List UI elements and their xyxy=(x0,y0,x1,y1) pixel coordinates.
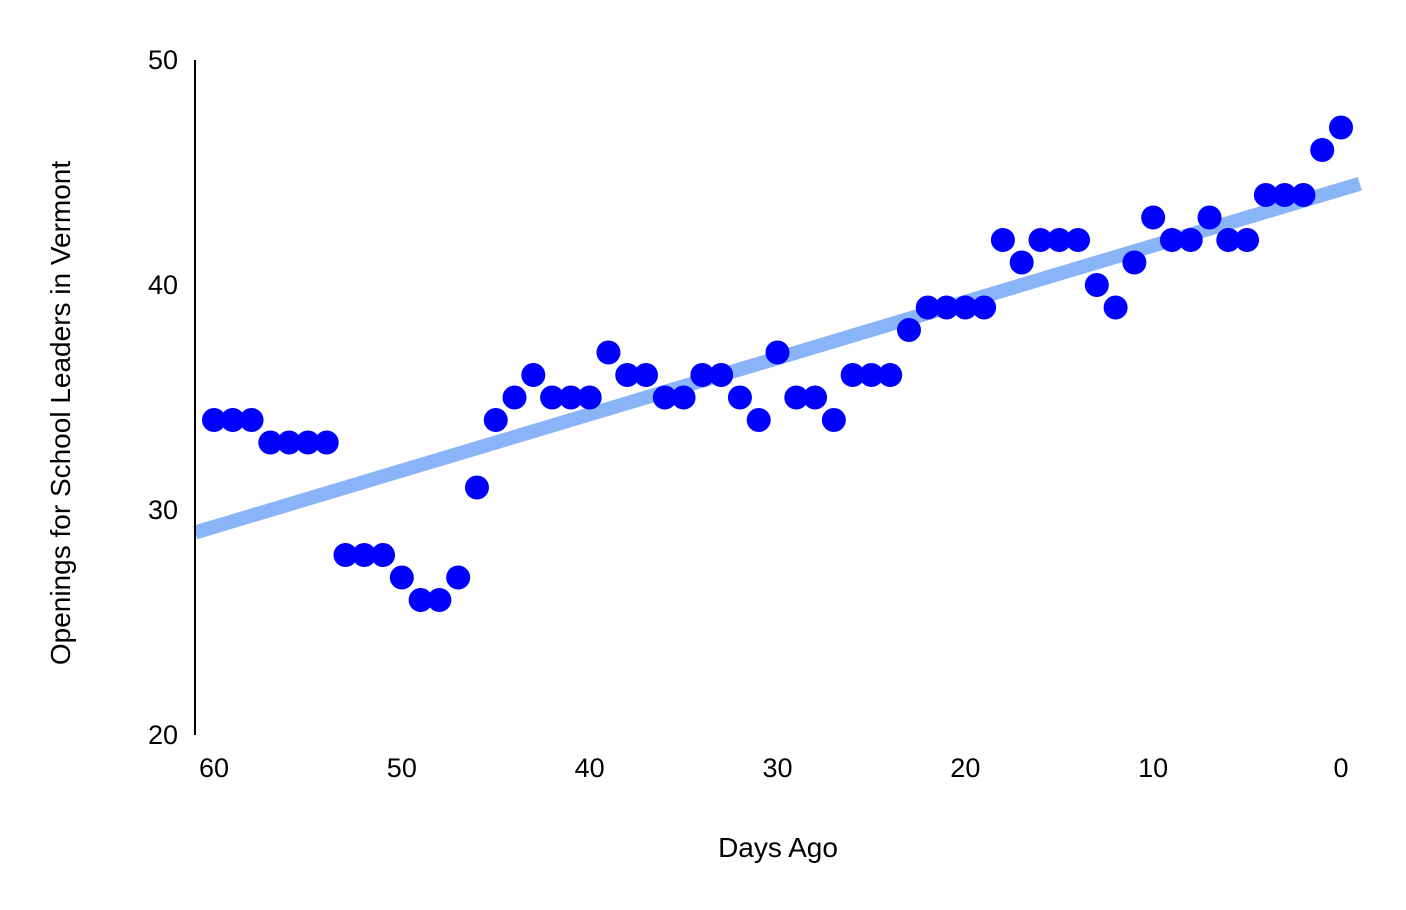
data-point xyxy=(727,385,752,410)
data-point xyxy=(314,430,339,455)
data-point xyxy=(1310,138,1335,162)
data-point xyxy=(1291,183,1316,207)
data-point xyxy=(840,363,865,387)
data-point xyxy=(615,363,640,387)
data-point xyxy=(1329,115,1353,140)
points-layer xyxy=(202,115,1353,612)
data-point xyxy=(521,363,546,387)
data-point xyxy=(202,408,226,432)
data-point xyxy=(859,363,884,387)
y-tick-label: 50 xyxy=(148,45,178,75)
x-axis-title: Days Ago xyxy=(718,832,838,863)
y-tick-label: 40 xyxy=(148,270,178,300)
data-point xyxy=(258,430,283,455)
data-point xyxy=(558,385,583,410)
data-point xyxy=(652,385,677,410)
data-point xyxy=(1178,228,1203,252)
data-point xyxy=(596,340,621,365)
data-point xyxy=(915,295,940,320)
data-point xyxy=(577,385,602,410)
data-point xyxy=(1009,250,1034,275)
x-tick-label: 30 xyxy=(762,753,792,783)
data-point xyxy=(540,385,565,410)
data-point xyxy=(239,408,264,432)
x-tick-label: 20 xyxy=(950,753,980,783)
data-point xyxy=(295,430,320,455)
data-point xyxy=(502,385,527,410)
data-point xyxy=(464,475,489,500)
data-point xyxy=(1272,183,1297,207)
data-point xyxy=(408,588,433,612)
x-tick-label: 10 xyxy=(1138,753,1168,783)
data-point xyxy=(821,408,846,432)
x-tick-label: 0 xyxy=(1333,753,1348,783)
data-point xyxy=(972,295,997,320)
data-point xyxy=(896,318,921,342)
data-point xyxy=(483,408,508,432)
data-point xyxy=(746,408,771,432)
data-point xyxy=(333,543,358,567)
data-point xyxy=(1028,228,1053,252)
data-point xyxy=(784,385,809,410)
data-point xyxy=(1084,273,1109,297)
data-point xyxy=(446,565,471,590)
data-point xyxy=(690,363,715,387)
x-tick-label: 50 xyxy=(387,753,417,783)
data-point xyxy=(953,295,978,320)
data-point xyxy=(1253,183,1278,207)
tick-labels-layer: 20 30 40 50 60 50 40 30 20 10 0 xyxy=(148,45,1349,783)
data-point xyxy=(1141,205,1166,230)
data-point xyxy=(427,588,452,612)
data-point xyxy=(803,385,828,410)
data-point xyxy=(1197,205,1222,230)
data-point xyxy=(389,565,414,590)
data-point xyxy=(220,408,245,432)
data-point xyxy=(1235,228,1260,252)
y-tick-label: 30 xyxy=(148,495,178,525)
data-point xyxy=(934,295,959,320)
data-point xyxy=(277,430,302,455)
y-axis-title: Openings for School Leaders in Vermont xyxy=(45,161,76,666)
data-point xyxy=(634,363,659,387)
data-point xyxy=(878,363,903,387)
data-point xyxy=(1103,295,1128,320)
y-tick-label: 20 xyxy=(148,720,178,750)
data-point xyxy=(1122,250,1147,275)
data-point xyxy=(671,385,696,410)
data-point xyxy=(371,543,396,567)
data-point xyxy=(1216,228,1241,252)
data-point xyxy=(1159,228,1184,252)
x-tick-label: 60 xyxy=(199,753,229,783)
data-point xyxy=(990,228,1015,252)
data-point xyxy=(1047,228,1072,252)
data-point xyxy=(1066,228,1091,252)
x-tick-label: 40 xyxy=(575,753,605,783)
data-point xyxy=(352,543,377,567)
data-point xyxy=(709,363,734,387)
data-point xyxy=(765,340,790,365)
